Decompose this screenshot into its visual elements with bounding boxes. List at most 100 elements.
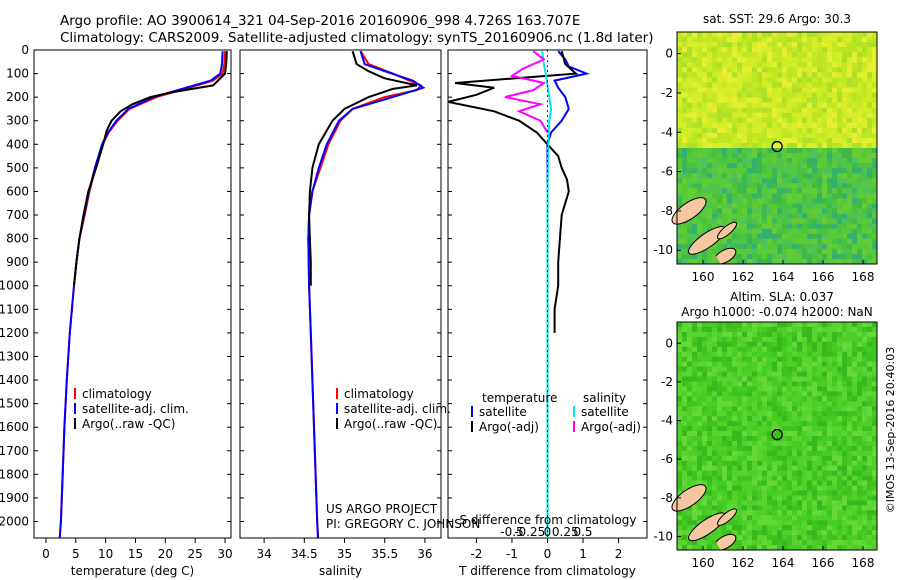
- sst_map-ytick-label: -2: [661, 86, 673, 100]
- depth-tick-label: 800: [6, 232, 29, 246]
- salinity-xtick-label: 34: [256, 547, 271, 561]
- depth-tick-label: 100: [6, 67, 29, 81]
- sla_map-ytick-label: -2: [661, 375, 673, 389]
- salinity-xlabel: salinity: [319, 564, 362, 578]
- sst_map-xtick-label: 164: [772, 270, 795, 284]
- temperature-legend-label: climatology: [82, 387, 152, 401]
- depth-tick-label: 1800: [0, 467, 29, 481]
- depth-tick-label: 1600: [0, 420, 29, 434]
- differences-series: [448, 50, 591, 538]
- diff-legend-label: Argo(-adj): [479, 420, 539, 434]
- pi-annotation: PI: GREGORY C. JOHNSON: [326, 517, 480, 531]
- figure-title-line2: Climatology: CARS2009. Satellite-adjuste…: [60, 30, 654, 46]
- salinity-xtick-label: 35: [337, 547, 352, 561]
- depth-tick-label: 1500: [0, 397, 29, 411]
- depth-tick-label: 1300: [0, 349, 29, 363]
- differences-series-3: [504, 50, 549, 134]
- diff-legend-label: satellite: [581, 405, 629, 419]
- sst_map-ytick-label: -10: [653, 243, 673, 257]
- salinity-xtick-label: 35.5: [371, 547, 398, 561]
- sdiff-tick-label: 0: [544, 525, 552, 539]
- differences-xtick-label: -2: [470, 547, 482, 561]
- sst_map-xtick-label: 168: [852, 270, 875, 284]
- depth-tick-label: 1200: [0, 326, 29, 340]
- sla_map-ytick-label: -4: [661, 414, 673, 428]
- depth-tick-label: 1400: [0, 373, 29, 387]
- temperature-xtick-label: 5: [72, 547, 80, 561]
- sla-map-title-line2: Argo h1000: -0.074 h2000: NaN: [681, 305, 873, 319]
- sdiff-legend-header: salinity: [583, 391, 626, 405]
- sst_map-ytick-label: 0: [665, 47, 673, 61]
- temperature-legend-label: Argo(..raw -QC): [82, 417, 175, 431]
- salinity-series: [307, 50, 426, 538]
- tdiff-legend-header: temperature: [482, 391, 557, 405]
- sla-map-title-line1: Altim. SLA: 0.037: [730, 290, 834, 304]
- sst_map-ytick-label: -6: [661, 165, 673, 179]
- depth-tick-label: 1000: [0, 279, 29, 293]
- depth-tick-label: 700: [6, 208, 29, 222]
- sst-map-title: sat. SST: 29.6 Argo: 30.3: [703, 12, 851, 26]
- differences-xtick-label: 2: [615, 547, 623, 561]
- sla_map-xtick-label: 162: [732, 556, 755, 570]
- temperature-series-0: [58, 51, 226, 538]
- sst_map-ytick-label: -8: [661, 204, 673, 218]
- sdiff-xlabel: S difference from climatology: [460, 513, 637, 527]
- differences-series-1: [448, 50, 579, 333]
- temperature-series-2: [73, 51, 228, 286]
- sla_map-ytick-label: 0: [665, 336, 673, 350]
- map-sst_map: 160 162 164 166 168 0 -2 -4 -6 -8 -10 sat. SST: 29.…: [653, 12, 878, 284]
- diff-legend-label: satellite: [479, 405, 527, 419]
- sla_map-xtick-label: 164: [772, 556, 795, 570]
- sst_map-xtick-label: 162: [732, 270, 755, 284]
- sla_map-cells: [677, 322, 877, 550]
- temperature-xtick-label: 25: [188, 547, 203, 561]
- depth-tick-label: 1900: [0, 491, 29, 505]
- depth-tick-label: 400: [6, 137, 29, 151]
- temperature-xtick-label: 10: [98, 547, 113, 561]
- temperature-xtick-label: 0: [42, 547, 50, 561]
- panel-differences: -2 -1 0 1 2 T difference from climatology -0.5…: [447, 49, 648, 578]
- map-sla_map: 160 162 164 166 168 0 -2 -4 -6 -8 -10 Altim. SLA: 0…: [653, 290, 878, 570]
- sst_map-frame: [676, 31, 878, 265]
- temperature-xtick-label: 30: [217, 547, 232, 561]
- temperature-xtick-label: 20: [158, 547, 173, 561]
- sst_map-ytick-label: -4: [661, 125, 673, 139]
- temperature-legend-label: satellite-adj. clim.: [82, 402, 189, 416]
- depth-tick-label: 0: [21, 43, 29, 57]
- differences-xtick-label: 1: [579, 547, 587, 561]
- salinity-legend-label: satellite-adj. clim.: [344, 402, 451, 416]
- profile-location-marker: [771, 140, 783, 153]
- panel-salinity: 34 34.5 35 35.5 36 salinity climatologysatelli…: [239, 49, 480, 578]
- diff-legend-label: Argo(-adj): [581, 420, 641, 434]
- differences-series-0: [546, 50, 591, 538]
- sla_map-frame: [676, 321, 878, 551]
- sdiff-tick-label: -0.25: [514, 525, 545, 539]
- depth-tick-label: 1700: [0, 444, 29, 458]
- profile-location-marker: [771, 428, 783, 441]
- island-shape: [716, 221, 738, 240]
- figure-title-line1: Argo profile: AO 3900614_321 04-Sep-2016…: [60, 13, 581, 29]
- differences-xtick-label: -1: [506, 547, 518, 561]
- island-shape: [716, 508, 738, 526]
- salinity-series-1: [307, 50, 426, 538]
- temperature-series: [58, 51, 228, 538]
- depth-tick-label: 300: [6, 114, 29, 128]
- sla_map-ytick-label: -6: [661, 452, 673, 466]
- differences-xtick-label: 0: [544, 547, 552, 561]
- depth-tick-label: 200: [6, 90, 29, 104]
- temperature-frame: [33, 49, 232, 539]
- temperature-xlabel: temperature (deg C): [71, 564, 194, 578]
- panel-temperature: 0 5 10 15 20 25 30 temperature (deg C) 0 100 200 30…: [0, 43, 233, 578]
- depth-tick-label: 600: [6, 184, 29, 198]
- project-annotation: US ARGO PROJECT: [326, 502, 438, 516]
- temperature-series-1: [58, 51, 224, 538]
- sla_map-ytick-label: -10: [653, 529, 673, 543]
- sdiff-tick-label: 0.25: [552, 525, 579, 539]
- salinity-legend-label: climatology: [344, 387, 414, 401]
- island-shape: [671, 484, 707, 512]
- temperature-xtick-label: 15: [128, 547, 143, 561]
- salinity-series-0: [307, 50, 423, 538]
- depth-tick-label: 500: [6, 161, 29, 175]
- sst_map-xtick-label: 160: [692, 270, 715, 284]
